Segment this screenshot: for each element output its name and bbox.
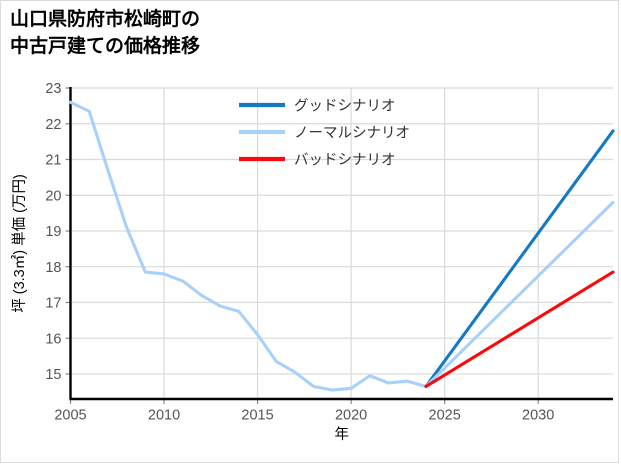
y-tick-label: 21: [45, 153, 61, 169]
x-tick-label: 2010: [148, 408, 180, 424]
x-axis-label: 年: [335, 426, 350, 443]
y-axis-ticks-group: 15 16 17 18 19 20 21 22 23: [45, 81, 71, 383]
series-lines-group: [68, 100, 615, 392]
x-tick-label: 2005: [54, 408, 86, 424]
series-line: [68, 100, 428, 392]
legend-label: バッドシナリオ: [294, 152, 396, 168]
y-tick-label: 18: [45, 260, 61, 276]
series-line: [424, 200, 615, 389]
x-axis-ticks-group: 2005 2010 2015 2020 2025 2030: [54, 399, 554, 424]
y-tick-label: 19: [45, 224, 61, 240]
chart-title: 山口県防府市松崎町の 中古戸建ての価格推移: [10, 9, 201, 57]
x-tick-label: 2030: [522, 408, 554, 424]
y-tick-label: 15: [45, 367, 61, 383]
y-tick-label: 22: [45, 117, 61, 133]
x-tick-label: 2025: [429, 408, 461, 424]
y-tick-label: 20: [45, 188, 61, 204]
axis-spines-group: [69, 87, 613, 401]
y-tick-label: 16: [45, 331, 61, 347]
y-tick-label: 23: [45, 81, 61, 97]
legend-label: グッドシナリオ: [294, 97, 396, 114]
legend-label: ノーマルシナリオ: [294, 125, 410, 141]
x-tick-label: 2020: [335, 408, 367, 424]
y-tick-label: 17: [45, 296, 61, 312]
x-tick-label: 2015: [241, 408, 273, 424]
y-axis-label: 坪 (3.3㎡) 単価 (万円): [11, 174, 28, 313]
series-line: [424, 129, 615, 389]
series-line: [424, 270, 615, 389]
